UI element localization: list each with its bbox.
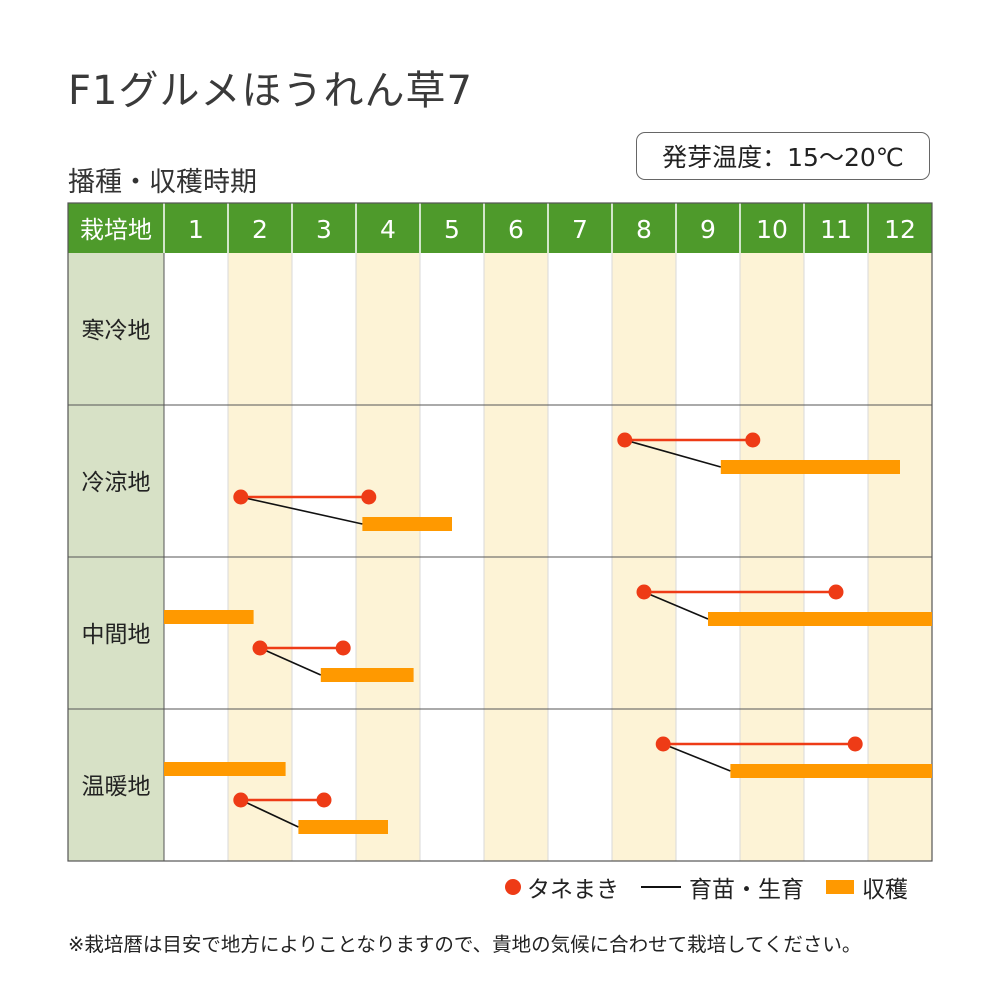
sowing-dot xyxy=(636,584,652,600)
raising-line xyxy=(662,743,731,772)
raising-line xyxy=(240,496,363,525)
harvest-bar xyxy=(298,820,388,834)
germination-temp-badge: 発芽温度：15〜20℃ xyxy=(636,132,930,180)
legend-raising: 育苗・生育 xyxy=(641,870,804,904)
region-label: 冷涼地 xyxy=(82,470,151,496)
month-label: 12 xyxy=(884,215,916,244)
raising-line xyxy=(624,439,722,468)
month-label: 6 xyxy=(508,215,524,244)
header-row xyxy=(68,203,932,253)
month-label: 8 xyxy=(636,215,652,244)
legend: タネまき 育苗・生育 収穫 xyxy=(505,870,935,904)
harvest-bar xyxy=(720,460,900,474)
month-label: 10 xyxy=(756,215,788,244)
sowing-dot xyxy=(316,792,332,808)
raising-line xyxy=(259,647,322,676)
sowing-dot xyxy=(745,432,761,448)
sowing-dot xyxy=(847,736,863,752)
region-label: 温暖地 xyxy=(82,774,151,800)
legend-sowing-label: タネまき xyxy=(527,877,619,903)
harvest-bar-icon xyxy=(826,880,854,894)
chart-subtitle: 播種・収穫時期 xyxy=(68,167,257,198)
harvest-bar xyxy=(164,762,286,776)
sowing-dot xyxy=(335,640,351,656)
month-label: 1 xyxy=(188,215,204,244)
month-label: 11 xyxy=(820,215,852,244)
legend-raising-label: 育苗・生育 xyxy=(689,877,804,903)
harvest-bar xyxy=(320,668,414,682)
sowing-dot xyxy=(617,432,633,448)
harvest-bar xyxy=(730,764,932,778)
sowing-dot xyxy=(233,792,249,808)
harvest-bar xyxy=(164,610,254,624)
sowing-dot xyxy=(828,584,844,600)
region-label: 中間地 xyxy=(82,622,151,648)
month-label: 4 xyxy=(380,215,396,244)
sowing-dot xyxy=(655,736,671,752)
footnote: ※栽培暦は目安で地方によりことなりますので、貴地の気候に合わせて栽培してください… xyxy=(68,933,862,956)
region-label: 寒冷地 xyxy=(82,318,151,344)
raising-line-icon xyxy=(641,885,681,889)
legend-harvest-label: 収穫 xyxy=(862,877,908,903)
page-title: F1グルメほうれん草7 xyxy=(68,68,473,114)
legend-harvest: 収穫 xyxy=(826,870,908,904)
chart-border xyxy=(67,202,933,862)
harvest-bar xyxy=(708,612,932,626)
harvest-bar xyxy=(362,517,452,531)
sowing-dot-icon xyxy=(505,879,521,895)
month-label: 3 xyxy=(316,215,332,244)
corner-label: 栽培地 xyxy=(80,216,152,244)
month-label: 5 xyxy=(444,215,460,244)
month-label: 7 xyxy=(572,215,588,244)
raising-line xyxy=(240,799,299,828)
month-label: 9 xyxy=(700,215,716,244)
sowing-dot xyxy=(252,640,268,656)
sowing-dot xyxy=(233,489,249,505)
sowing-dot xyxy=(361,489,377,505)
legend-sowing: タネまき xyxy=(505,870,619,904)
month-label: 2 xyxy=(252,215,268,244)
raising-line xyxy=(643,591,709,620)
